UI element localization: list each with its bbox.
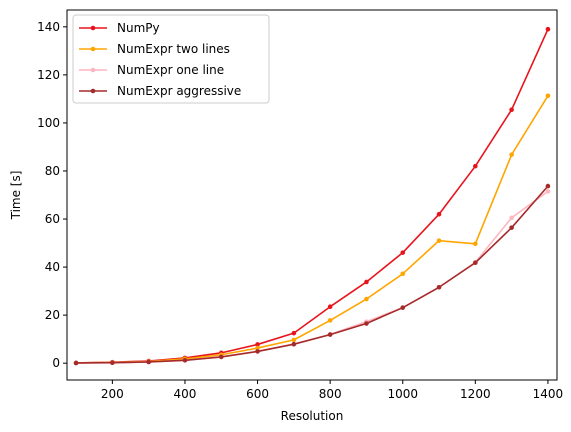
data-point-numexpr-two-lines	[364, 296, 369, 302]
series-layer	[73, 26, 551, 366]
x-tick-label: 1200	[460, 387, 491, 401]
plot-frame	[66, 9, 558, 381]
legend-label-numexpr-two-lines: NumExpr two lines	[117, 42, 230, 56]
data-point-numexpr-two-lines	[327, 318, 333, 323]
y-tick-label: 120	[37, 68, 60, 82]
data-point-numexpr-aggressive	[291, 341, 297, 347]
y-tick-label: 140	[37, 20, 60, 34]
legend-marker-numpy	[90, 25, 96, 31]
legend-marker-numexpr-two-lines	[90, 46, 96, 52]
legend-label-numexpr-one-line: NumExpr one line	[117, 63, 224, 77]
y-tick-label: 20	[45, 308, 60, 322]
series-line-numexpr-aggressive	[76, 185, 549, 364]
x-tick-label: 800	[319, 387, 342, 401]
x-tick-label: 600	[246, 387, 269, 401]
data-point-numexpr-aggressive	[436, 284, 442, 290]
data-point-numexpr-two-lines	[509, 152, 514, 157]
data-point-numexpr-aggressive	[545, 183, 551, 189]
data-point-numpy	[545, 26, 551, 32]
y-tick-label: 0	[52, 356, 60, 370]
legend-box	[72, 14, 270, 104]
y-tick-label: 40	[45, 260, 60, 274]
y-tick-label: 60	[45, 212, 60, 226]
data-point-numpy	[364, 279, 369, 285]
data-point-numexpr-aggressive	[182, 357, 188, 363]
y-axis: 0 20 40 60 80 100 120 140	[37, 20, 67, 370]
legend-label-numpy: NumPy	[117, 21, 160, 35]
data-point-numpy	[400, 250, 406, 255]
y-tick-label: 100	[37, 116, 60, 130]
legend-marker-numexpr-aggressive	[90, 88, 96, 94]
data-point-numexpr-one-line	[509, 215, 514, 221]
data-point-numexpr-aggressive	[218, 354, 224, 360]
data-point-numexpr-two-lines	[436, 238, 442, 243]
data-point-numexpr-aggressive	[400, 305, 406, 310]
x-tick-label: 1000	[387, 387, 418, 401]
legend-label-numexpr-aggressive: NumExpr aggressive	[117, 84, 241, 98]
data-point-numexpr-aggressive	[110, 360, 115, 366]
y-tick-label: 80	[45, 164, 60, 178]
data-point-numexpr-two-lines	[473, 241, 478, 247]
data-point-numexpr-two-lines	[255, 345, 260, 351]
x-tick-label: 400	[174, 387, 197, 401]
data-point-numexpr-two-lines	[291, 337, 297, 343]
x-axis: 200 400 600 800 1000 1200 1400	[101, 380, 563, 401]
data-point-numexpr-two-lines	[545, 93, 551, 99]
x-tick-label: 200	[101, 387, 124, 401]
data-point-numexpr-aggressive	[473, 260, 478, 266]
data-point-numexpr-aggressive	[327, 332, 333, 337]
data-point-numexpr-aggressive	[364, 321, 369, 326]
data-point-numpy	[255, 342, 260, 347]
legend-marker-numexpr-one-line	[90, 67, 96, 73]
data-point-numpy	[509, 107, 514, 113]
series-line-numexpr-one-line	[76, 190, 549, 364]
data-point-numpy	[291, 330, 297, 336]
data-point-numexpr-aggressive	[255, 349, 260, 354]
x-axis-label: Resolution	[281, 409, 344, 423]
data-point-numexpr-two-lines	[400, 271, 406, 277]
legend: NumPy NumExpr two lines NumExpr one line Nu…	[72, 14, 270, 104]
data-point-numexpr-aggressive	[146, 359, 151, 365]
series-line-numexpr-two-lines	[76, 95, 549, 364]
data-point-numpy	[473, 163, 478, 169]
data-point-numexpr-aggressive	[73, 360, 79, 366]
x-tick-label: 1400	[533, 387, 564, 401]
data-point-numexpr-one-line	[545, 189, 551, 194]
data-point-numexpr-aggressive	[509, 225, 514, 230]
data-point-numpy	[436, 211, 442, 217]
y-axis-label: Time [s]	[9, 171, 23, 221]
data-point-numpy	[327, 304, 333, 310]
